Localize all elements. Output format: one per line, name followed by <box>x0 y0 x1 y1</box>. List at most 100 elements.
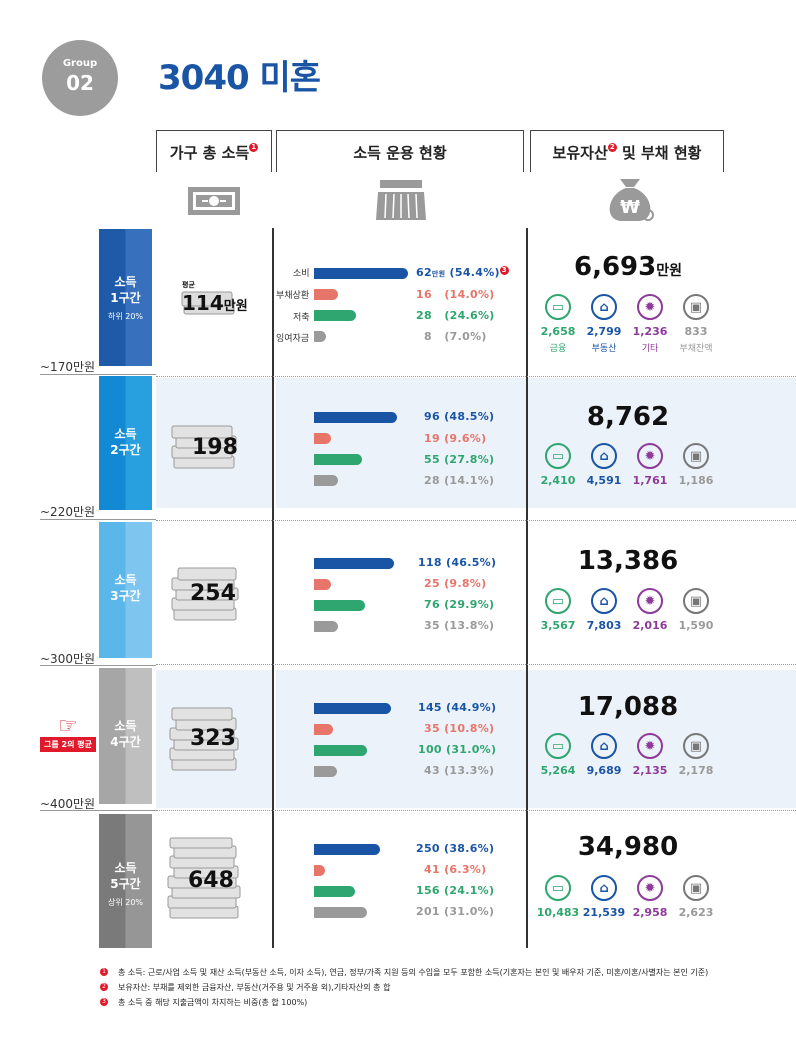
usage-label-debt: 부채상환 <box>276 291 310 301</box>
money-stack-icon <box>181 291 235 315</box>
tier-3-asset-total: 13,386 <box>577 546 679 576</box>
tier-2-asset-finance: 2,410 <box>540 474 576 487</box>
tier-5-asset-etc: 2,958 <box>632 906 668 919</box>
house-icon: ⌂ <box>591 294 617 320</box>
tier-5-surplus-value: 201 (31.0%) <box>416 905 495 918</box>
tier-1-debt-value: 16 (14.0%) <box>416 288 495 301</box>
tier-3-save-value: 76 (29.9%) <box>424 598 495 611</box>
tier-5-spend-value: 250 (38.6%) <box>416 842 495 855</box>
tier-2-debt-value: 19 (9.6%) <box>424 432 487 445</box>
asset-label-estate: 부동산 <box>591 344 617 354</box>
tier-5-asset-total: 34,980 <box>577 832 679 862</box>
tier-2-debt-bar <box>314 433 331 444</box>
cash-icon: ▭ <box>545 588 571 614</box>
tier-5-asset-finance: 10,483 <box>536 906 580 919</box>
tier-2-save-value: 55 (27.8%) <box>424 453 495 466</box>
tier-2-label: 소득 2구간 <box>99 376 152 510</box>
tier-1-debt-bar <box>314 289 339 300</box>
group-label: Group <box>62 58 98 69</box>
usage-label-spend: 소비 <box>293 269 310 279</box>
tier-2-income: 198 <box>192 435 238 460</box>
wallet-icon: ▣ <box>683 733 709 759</box>
tier-3-asset-debt: 1,590 <box>678 619 714 632</box>
column-header-income: 가구 총 소득 1 <box>156 130 272 172</box>
tier-1-income: 114만원 <box>182 291 248 315</box>
house-icon: ⌂ <box>591 443 617 469</box>
cash-icon <box>188 187 240 215</box>
tier-4-debt-value: 35 (10.8%) <box>424 722 495 735</box>
asset-label-etc: 기타 <box>641 344 659 354</box>
boundary-label: ~400만원 <box>40 797 96 811</box>
money-stack-icon <box>171 567 239 621</box>
tier-3-income: 254 <box>190 581 236 606</box>
tier-4-asset-estate: 9,689 <box>586 764 622 777</box>
tier-5-surplus-bar <box>314 907 368 918</box>
tier-3-spend-value: 118 (46.5%) <box>418 556 497 569</box>
tier-1-save-bar <box>314 310 357 321</box>
boundary-line <box>40 810 156 811</box>
tier-4-asset-total: 17,088 <box>577 692 679 722</box>
tier-4-save-bar <box>314 745 368 756</box>
tier-4-asset-finance: 5,264 <box>540 764 576 777</box>
usage-label-surplus: 잉여자금 <box>276 334 310 344</box>
tier-3-label: 소득 3구간 <box>99 522 152 658</box>
tier-5-debt-value: 41 (6.3%) <box>424 863 487 876</box>
tier-2-surplus-bar <box>314 475 339 486</box>
cash-icon: ▭ <box>545 733 571 759</box>
average-tag: 평균 <box>182 281 195 289</box>
tier-4-spend-value: 145 (44.9%) <box>418 701 497 714</box>
tier-1-spend-bar <box>314 268 408 279</box>
tier-1-surplus-bar <box>314 331 327 342</box>
tier-1-asset-estate: 2,799 <box>586 325 622 338</box>
tier-2-save-bar <box>314 454 362 465</box>
tier-5-debt-bar <box>314 865 325 876</box>
tier-1-label: 소득 1구간 하위 20% <box>99 229 152 366</box>
tier-4-surplus-bar <box>314 766 337 777</box>
cash-icon: ▭ <box>545 443 571 469</box>
tier-3-spend-bar <box>314 558 394 569</box>
tier-5-spend-bar <box>314 844 381 855</box>
wallet-icon: ▣ <box>683 875 709 901</box>
tier-4-asset-etc: 2,135 <box>632 764 668 777</box>
footnote-marker-1: 1 <box>249 143 259 152</box>
band-tier-4 <box>276 670 796 808</box>
tier-2-asset-etc: 1,761 <box>632 474 668 487</box>
tier-4-asset-debt: 2,178 <box>678 764 714 777</box>
tier-2-surplus-value: 28 (14.1%) <box>424 474 495 487</box>
tier-3-surplus-value: 35 (13.8%) <box>424 619 495 632</box>
row-separator <box>156 664 796 665</box>
tier-2-asset-estate: 4,591 <box>586 474 622 487</box>
tier-4-spend-bar <box>314 703 392 714</box>
gear-icon: ✹ <box>637 733 663 759</box>
house-icon: ⌂ <box>591 875 617 901</box>
tier-2-asset-total: 8,762 <box>586 402 670 432</box>
tier-4-surplus-value: 43 (13.3%) <box>424 764 495 777</box>
tier-5-asset-debt: 2,623 <box>678 906 714 919</box>
group-number: 02 <box>66 71 94 95</box>
footnote-marker-3: 3 <box>499 266 509 275</box>
asset-label-debt: 부채잔액 <box>679 344 713 354</box>
tier-1-spend-value: 62만원 (54.4%) 3 <box>416 266 509 279</box>
column-header-assets: 보유자산 2 및 부채 현황 <box>530 130 724 172</box>
ledger-icon <box>376 180 426 220</box>
money-bag-icon: ₩ <box>609 179 654 221</box>
tier-1-asset-finance: 2,658 <box>540 325 576 338</box>
tier-3-debt-bar <box>314 579 331 590</box>
band-tier-2 <box>276 378 796 508</box>
group-average-marker: 그룹 2의 평균 <box>40 737 96 752</box>
tier-5-income: 648 <box>188 868 234 893</box>
svg-text:₩: ₩ <box>620 197 640 218</box>
tier-1-surplus-value: 8 (7.0%) <box>424 330 487 343</box>
pointing-hand-icon: ☞ <box>58 714 78 739</box>
footnote-marker-2: 2 <box>607 143 617 152</box>
tier-1-asset-debt: 833 <box>684 325 708 338</box>
tier-3-save-bar <box>314 600 366 611</box>
tier-2-spend-value: 96 (48.5%) <box>424 410 495 423</box>
boundary-label: ~300만원 <box>40 652 96 666</box>
tier-5-label: 소득 5구간 상위 20% <box>99 814 152 948</box>
row-separator <box>156 376 796 377</box>
tier-1-asset-total: 6,693만원 <box>573 252 682 282</box>
boundary-label: ~170만원 <box>40 360 96 374</box>
boundary-line <box>40 665 156 666</box>
